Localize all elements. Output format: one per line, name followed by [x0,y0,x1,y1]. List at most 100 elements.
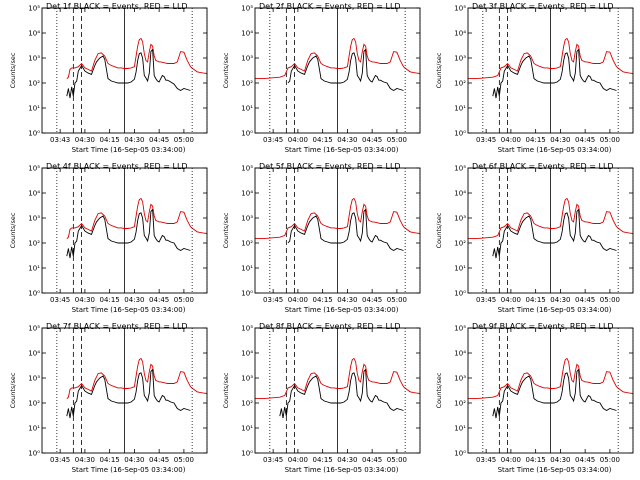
y-axis-label: Counts/sec [435,212,443,248]
series-events-line [492,48,617,99]
x-axis-label: Start Time (16-Sep-05 03:34:00) [72,306,186,314]
x-tick-label: 04:30 [550,456,570,464]
series-lld-line [468,197,634,240]
chart-panel: 10⁰ 10¹ 10² 10³ 10⁴ 10⁵ Counts/sec 03:45 04:00 04… [213,0,426,160]
panel-title-detector: Det 9f [472,322,497,331]
panel-title-detector: Det 5f [259,162,284,171]
chart-svg: 10⁰ 10¹ 10² 10³ 10⁴ 10⁵ Counts/sec 03:45 04:00 04… [435,2,634,154]
y-tick-label: 10⁴ [241,30,253,38]
x-tick-label: 04:15 [313,296,333,304]
panel-title: Det 3f BLACK = Events, RED = LLD [472,2,614,11]
y-axis-label: Counts/sec [9,372,17,408]
x-tick-label: 04:45 [362,456,382,464]
panel-title-legend: BLACK = Events, RED = LLD [287,322,401,331]
x-tick-label: 04:30 [75,136,95,144]
y-tick-label: 10³ [454,55,466,63]
y-tick-label: 10¹ [454,425,466,433]
chart-panel: 10⁰ 10¹ 10² 10³ 10⁴ 10⁵ Counts/sec 03:45 04:00 04… [426,0,639,160]
y-tick-label: 10² [241,240,253,248]
x-tick-label: 04:15 [100,136,120,144]
y-axis-label: Counts/sec [9,212,17,248]
x-tick-label: 03:45 [476,456,496,464]
y-tick-label: 10¹ [454,265,466,273]
x-axis-label: Start Time (16-Sep-05 03:34:00) [72,146,186,154]
y-tick-label: 10¹ [241,105,253,113]
series-lld-line [468,37,634,80]
y-tick-label: 10³ [454,215,466,223]
x-tick-label: 04:15 [100,296,120,304]
chart-svg: 10⁰ 10¹ 10² 10³ 10⁴ 10⁵ Counts/sec 03:45 04:00 04… [435,322,634,474]
panel-title: Det 6f BLACK = Events, RED = LLD [472,162,614,171]
chart-panel: 10⁰ 10¹ 10² 10³ 10⁴ 10⁵ Counts/sec 03:45 04:00 04… [213,160,426,320]
y-tick-label: 10⁰ [241,450,253,458]
y-tick-label: 10⁴ [454,30,466,38]
panel-title-legend: BLACK = Events, RED = LLD [287,2,401,11]
chart-svg: 10⁰ 10¹ 10² 10³ 10⁴ 10⁵ Counts/sec 03:45 04:00 04… [435,162,634,314]
chart-svg: 10⁰ 10¹ 10² 10³ 10⁴ 10⁵ Counts/sec 03:45 04:30 04… [9,162,208,314]
x-tick-label: 04:00 [288,136,308,144]
panel-title-legend: BLACK = Events, RED = LLD [74,2,188,11]
panel-title: Det 7f BLACK = Events, RED = LLD [46,322,188,331]
y-tick-label: 10⁵ [28,165,40,173]
x-tick-label: 04:15 [313,136,333,144]
series-lld-line [66,357,208,399]
y-axis-label: Counts/sec [222,212,230,248]
panel-title-detector: Det 3f [472,2,497,11]
x-tick-label: 04:30 [124,456,144,464]
plot-frame [41,167,208,294]
y-tick-label: 10¹ [454,105,466,113]
x-axis-label: Start Time (16-Sep-05 03:34:00) [285,146,399,154]
panel-title-legend: BLACK = Events, RED = LLD [500,2,614,11]
x-tick-label: 04:00 [501,456,521,464]
panel-title-legend: BLACK = Events, RED = LLD [74,162,188,171]
y-tick-label: 10¹ [241,425,253,433]
y-tick-label: 10⁴ [28,190,40,198]
x-tick-label: 04:30 [337,136,357,144]
panel-title-detector: Det 8f [259,322,284,331]
series-events-line [66,208,191,259]
x-tick-label: 04:30 [75,456,95,464]
x-tick-label: 04:45 [149,136,169,144]
plot-frame [254,167,421,294]
x-tick-label: 03:45 [263,456,283,464]
x-tick-label: 05:00 [387,296,407,304]
chart-panel: 10⁰ 10¹ 10² 10³ 10⁴ 10⁵ Counts/sec 03:45 04:00 04… [426,320,639,480]
x-tick-label: 04:30 [124,296,144,304]
x-tick-label: 03:45 [476,296,496,304]
y-tick-label: 10⁰ [241,130,253,138]
x-tick-label: 03:45 [263,296,283,304]
panel-title-legend: BLACK = Events, RED = LLD [287,162,401,171]
y-tick-label: 10⁴ [28,30,40,38]
series-events-line [287,208,404,252]
y-tick-label: 10⁴ [241,190,253,198]
x-tick-label: 04:30 [550,136,570,144]
x-tick-label: 03:45 [50,296,70,304]
y-tick-label: 10¹ [28,265,40,273]
panel-title-detector: Det 6f [472,162,497,171]
series-events-line [492,368,617,419]
y-tick-label: 10² [241,400,253,408]
y-tick-label: 10¹ [28,105,40,113]
y-axis-label: Counts/sec [222,372,230,408]
x-tick-label: 04:15 [100,456,120,464]
x-tick-label: 04:45 [149,456,169,464]
panel-title-legend: BLACK = Events, RED = LLD [500,162,614,171]
panel-title: Det 5f BLACK = Events, RED = LLD [259,162,401,171]
x-tick-label: 05:00 [387,456,407,464]
chart-panel: 10⁰ 10¹ 10² 10³ 10⁴ 10⁵ Counts/sec 03:45 04:00 04… [426,160,639,320]
x-tick-label: 04:30 [337,456,357,464]
plot-frame [254,7,421,134]
y-tick-label: 10⁴ [28,350,40,358]
x-axis-label: Start Time (16-Sep-05 03:34:00) [72,466,186,474]
chart-panel: 10⁰ 10¹ 10² 10³ 10⁴ 10⁵ Counts/sec 03:45 04:00 04… [213,320,426,480]
x-tick-label: 04:45 [362,136,382,144]
x-tick-label: 05:00 [174,456,194,464]
y-tick-label: 10³ [241,55,253,63]
x-tick-label: 04:45 [575,136,595,144]
panel-title: Det 1f BLACK = Events, RED = LLD [46,2,188,11]
x-tick-label: 04:45 [149,296,169,304]
y-tick-label: 10⁵ [241,325,253,333]
series-lld-line [66,197,208,239]
x-axis-label: Start Time (16-Sep-05 03:34:00) [498,306,612,314]
panel-title-detector: Det 1f [46,2,71,11]
